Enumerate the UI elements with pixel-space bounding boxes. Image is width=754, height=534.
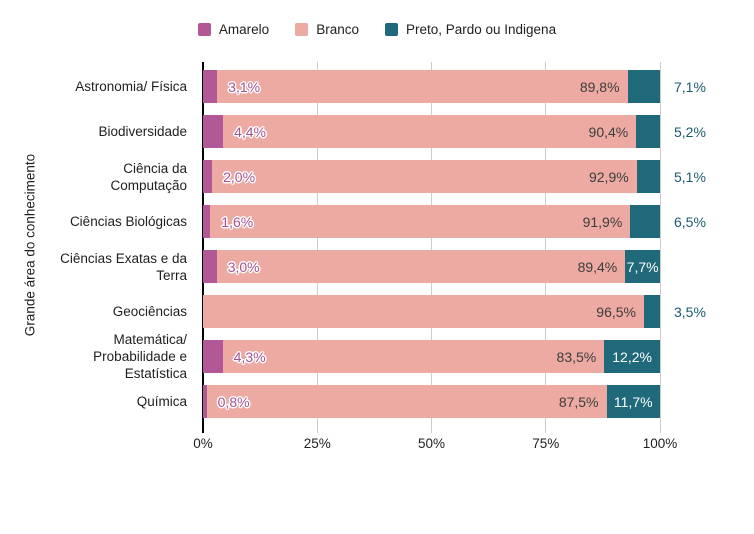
legend: Amarelo Branco Preto, Pardo ou Indigena	[0, 22, 754, 37]
legend-item-preto-pardo-indigena: Preto, Pardo ou Indigena	[384, 22, 557, 37]
bar-segment-branco[interactable]	[223, 115, 637, 148]
bar-segment-amarelo[interactable]	[203, 160, 213, 193]
x-tick-label-0: 0%	[193, 436, 213, 451]
bar-row: 4,3% 83,5% 12,2%	[203, 340, 660, 373]
annotation-branco: 92,9%	[588, 168, 629, 185]
gridline-25	[316, 62, 318, 433]
annotation-branco: 96,5%	[596, 303, 636, 320]
annotation-amarelo: 3,0%	[227, 258, 260, 275]
bar-segment-preto-pardo-indigena[interactable]	[604, 340, 660, 373]
category-label: Matemática/ Probabilidade e Estatística	[93, 332, 187, 381]
bar-segment-amarelo[interactable]	[203, 115, 224, 148]
bar-row: 96,5% 3,5%	[203, 295, 706, 328]
bar-segment-preto-pardo-indigena[interactable]	[636, 115, 660, 148]
annotation-branco: 83,5%	[556, 348, 597, 365]
bar-segment-preto-pardo-indigena[interactable]	[636, 160, 660, 193]
plot-area: 3,1% 89,8% 7,1% 4,4% 90,4% 5,2% 2,0% 92,9% 5,1% 1…	[203, 62, 706, 433]
bar-row: 3,1% 89,8% 7,1%	[203, 70, 706, 103]
x-tick-label-1: 25%	[303, 436, 331, 451]
annotation-branco: 91,9%	[582, 213, 623, 230]
bar-segment-branco[interactable]	[217, 70, 628, 103]
annotation-amarelo: 0,8%	[217, 393, 250, 410]
legend-label-preto-pardo-indigena: Preto, Pardo ou Indigena	[405, 22, 557, 37]
bar-row: 3,0% 89,4% 7,7%	[203, 250, 660, 283]
gridline-100	[659, 62, 661, 433]
annotation-amarelo: 3,1%	[228, 78, 261, 95]
bar-segment-branco[interactable]	[222, 340, 605, 373]
annotation-preto-pardo-indigena: 11,7%	[613, 393, 653, 410]
legend-swatch-branco	[295, 23, 309, 36]
category-label: Biodiversidade	[98, 124, 187, 139]
annotation-preto-pardo-indigena: 6,5%	[674, 213, 706, 230]
bar-segment-branco[interactable]	[203, 295, 644, 328]
bar-segment-branco[interactable]	[210, 205, 631, 238]
annotation-amarelo: 4,4%	[234, 123, 267, 140]
annotation-amarelo: 2,0%	[223, 168, 256, 185]
legend-swatch-amarelo	[197, 23, 211, 36]
annotation-preto-pardo-indigena: 3,5%	[674, 303, 706, 320]
annotation-preto-pardo-indigena: 12,2%	[612, 348, 652, 365]
annotation-branco: 89,4%	[577, 258, 618, 275]
bar-segment-branco[interactable]	[216, 250, 626, 283]
x-tick-label-3: 75%	[532, 436, 560, 451]
bar-segment-amarelo[interactable]	[203, 250, 217, 283]
bar-row: 0,8% 87,5% 11,7%	[203, 385, 660, 418]
annotation-preto-pardo-indigena: 5,2%	[674, 123, 706, 140]
annotation-preto-pardo-indigena: 5,1%	[674, 168, 706, 185]
bar-segment-preto-pardo-indigena[interactable]	[606, 385, 660, 418]
bar-segment-preto-pardo-indigena[interactable]	[625, 250, 660, 283]
bar-row: 4,4% 90,4% 5,2%	[203, 115, 706, 148]
legend-item-branco: Branco	[295, 22, 359, 37]
bar-segment-preto-pardo-indigena[interactable]	[627, 70, 660, 103]
gridline-75	[545, 62, 547, 433]
gridline-50	[431, 62, 432, 433]
annotation-preto-pardo-indigena: 7,1%	[674, 78, 706, 95]
annotation-amarelo: 4,3%	[233, 348, 266, 365]
bar-segment-preto-pardo-indigena[interactable]	[644, 295, 660, 328]
bar-segment-branco[interactable]	[206, 385, 607, 418]
annotation-branco: 90,4%	[588, 123, 629, 140]
category-label: Geociências	[112, 304, 187, 319]
annotation-branco: 87,5%	[558, 393, 599, 410]
category-label: Ciências Biológicas	[69, 214, 187, 229]
y-axis-line	[202, 62, 204, 433]
bar-segment-branco[interactable]	[212, 160, 637, 193]
legend-swatch-preto-pardo-indigena	[384, 23, 398, 36]
annotation-preto-pardo-indigena: 7,7%	[626, 258, 659, 275]
legend-label-amarelo: Amarelo	[218, 22, 270, 37]
legend-item-amarelo: Amarelo	[197, 22, 270, 37]
x-tick-label-2: 50%	[417, 436, 446, 451]
annotation-branco: 89,8%	[579, 78, 620, 95]
legend-label-branco: Branco	[316, 22, 359, 37]
bar-segment-amarelo[interactable]	[203, 70, 218, 103]
bar-segment-amarelo[interactable]	[203, 205, 211, 238]
annotation-amarelo: 1,6%	[221, 213, 254, 230]
category-label: Ciência da Computação	[110, 160, 187, 193]
bar-segment-preto-pardo-indigena[interactable]	[630, 205, 660, 238]
bar-row: 1,6% 91,9% 6,5%	[203, 205, 706, 238]
bar-segment-amarelo[interactable]	[203, 340, 223, 373]
x-tick-label-4: 100%	[642, 436, 678, 451]
bar-segment-amarelo[interactable]	[203, 385, 207, 418]
category-label: Ciências Exatas e da Terra	[60, 250, 187, 283]
category-label: Química	[136, 394, 187, 409]
category-label: Astronomia/ Física	[75, 79, 187, 94]
bar-row: 2,0% 92,9% 5,1%	[203, 160, 706, 193]
